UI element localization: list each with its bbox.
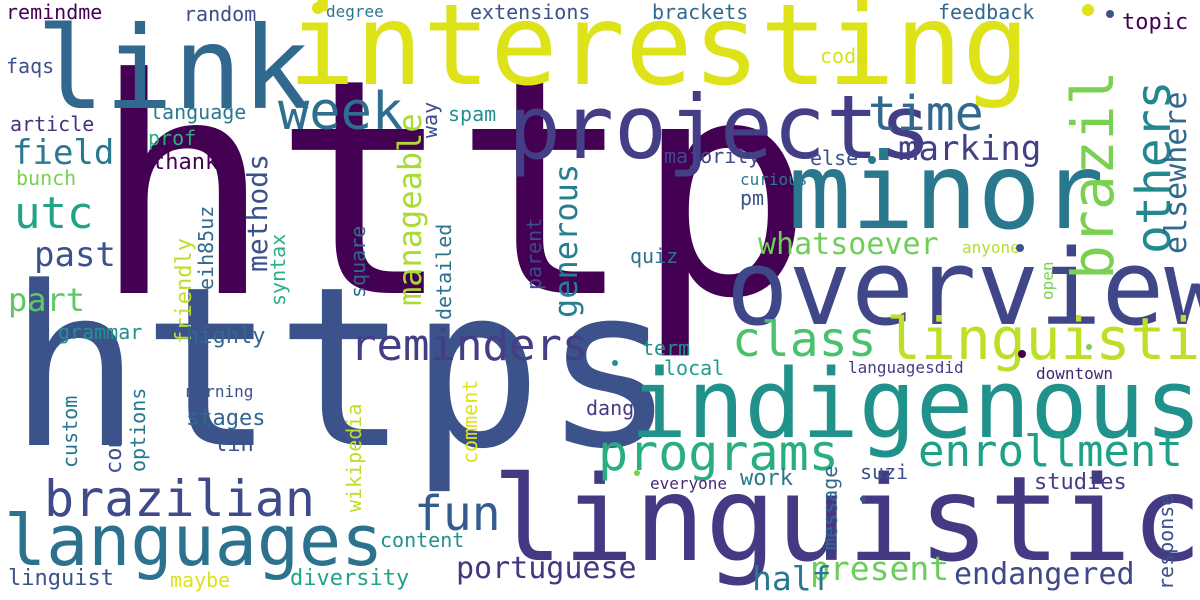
word-majority: majority <box>664 144 761 168</box>
word-maybe: maybe <box>170 568 231 592</box>
word-syntax: syntax <box>266 233 290 306</box>
word-bunch: bunch <box>16 166 77 190</box>
word-portuguese: portuguese <box>456 551 637 586</box>
word-grammar: grammar <box>58 320 143 344</box>
word-topic: topic <box>1122 10 1189 35</box>
word-diversity: diversity <box>290 566 410 591</box>
word-minor: minor <box>788 131 1105 253</box>
word-field: field <box>12 133 115 173</box>
word-parent: parent <box>522 217 546 290</box>
word-response: response <box>1154 493 1178 590</box>
word-options: options <box>126 387 150 472</box>
word-random: random <box>184 2 257 26</box>
word-article: article <box>10 112 95 136</box>
word-linguistic: linguistic <box>886 305 1200 373</box>
word-pm: pm <box>740 186 765 210</box>
word-link: link <box>36 2 311 135</box>
word-highly: highly <box>186 324 266 349</box>
word-eih85uz: eih85uz <box>194 205 218 290</box>
word-morning: morning <box>186 382 254 401</box>
word-spam: spam <box>448 102 497 126</box>
word-faqs: faqs <box>6 54 55 78</box>
dot-4 <box>868 156 876 164</box>
word-indigenous: indigenous <box>630 350 1200 460</box>
word-language: language <box>150 100 247 124</box>
word-reminders: reminders <box>350 320 589 371</box>
word-generous: generous <box>547 163 585 318</box>
dot-8 <box>634 470 640 476</box>
word-term: term <box>642 336 691 360</box>
word-prof: prof <box>148 126 197 150</box>
word-wikipedia: wikipedia <box>342 403 366 512</box>
word-lin: lin <box>214 432 254 457</box>
word-custom: custom <box>58 395 82 468</box>
word-https: https <box>8 240 677 498</box>
word-local: local <box>664 356 725 380</box>
word-fun: fun <box>414 486 501 542</box>
word-thanks: thanks <box>152 150 232 175</box>
word-extensions: extensions <box>470 0 591 24</box>
word-elsewhere: elsewhere <box>1159 91 1194 254</box>
word-message: message <box>818 465 842 550</box>
dot-5 <box>1016 244 1024 252</box>
dot-10 <box>860 496 866 502</box>
word-week: week <box>278 82 404 142</box>
word-manageable: manageable <box>391 113 429 306</box>
word-endangered: endangered <box>954 557 1135 592</box>
word-detailed: detailed <box>432 223 456 320</box>
dot-3 <box>1082 4 1094 16</box>
word-dang: dang <box>586 396 635 420</box>
word-languagesdid: languagesdid <box>848 358 964 377</box>
word-everyone: everyone <box>650 474 728 493</box>
word-part: part <box>8 281 86 319</box>
word-utc: utc <box>14 188 94 239</box>
dot-7 <box>1086 344 1092 350</box>
word-feedback: feedback <box>938 0 1035 24</box>
word-programs: programs <box>598 424 839 482</box>
word-present: present <box>810 549 950 588</box>
word-suzi: suzi <box>860 460 909 484</box>
word-content: content <box>380 528 465 552</box>
word-brazilian: brazilian <box>44 470 315 528</box>
word-brazil: brazil <box>1059 70 1127 280</box>
word-anyone: anyone <box>962 238 1020 257</box>
word-comment: comment <box>458 379 482 464</box>
word-code: code <box>820 44 869 68</box>
word-linguist: linguist <box>8 566 114 591</box>
word-interesting: interesting <box>288 0 1030 111</box>
word-past: past <box>34 235 116 275</box>
word-brackets: brackets <box>652 0 749 24</box>
word-quiz: quiz <box>630 244 679 268</box>
word-commenter: commenter <box>102 354 127 474</box>
word-http: http <box>92 15 815 364</box>
word-square: square <box>346 225 370 298</box>
word-way: way <box>418 101 442 138</box>
word-stages: stages <box>186 406 266 431</box>
word-curious: curious <box>740 170 808 189</box>
dot-9 <box>612 360 618 366</box>
word-downtown: downtown <box>1036 364 1114 383</box>
dot-1 <box>312 2 324 14</box>
word-work: work <box>740 466 793 491</box>
word-studies: studies <box>1034 470 1127 495</box>
word-linguistics: linguistics <box>492 450 1200 588</box>
word-languages: languages <box>4 500 384 582</box>
word-enrollment: enrollment <box>918 426 1183 477</box>
word-overview: overview <box>726 227 1200 349</box>
word-degree: degree <box>326 2 384 21</box>
dot-2 <box>1106 10 1114 18</box>
word-time: time <box>868 86 984 142</box>
word-else: else <box>810 146 859 170</box>
word-marking: marking <box>898 129 1042 169</box>
dot-6 <box>1018 350 1026 358</box>
word-open: open <box>1038 261 1057 300</box>
word-half: half <box>752 559 832 598</box>
word-whatsoever: whatsoever <box>758 227 939 262</box>
word-class: class <box>732 312 877 368</box>
word-projects: projects <box>508 76 932 179</box>
word-remindme: remindme <box>6 0 103 24</box>
